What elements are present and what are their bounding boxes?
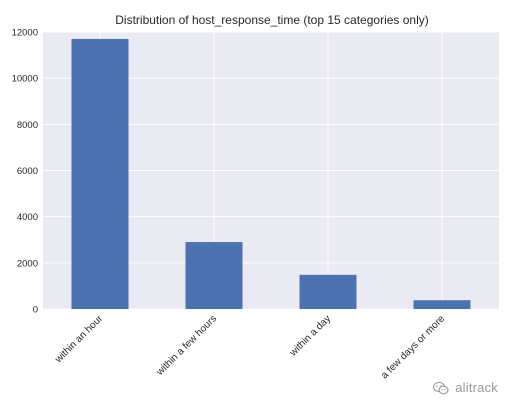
wechat-icon xyxy=(433,381,449,394)
x-tick-label: within a few hours xyxy=(154,313,219,378)
y-tick-label: 4000 xyxy=(17,212,38,223)
bars xyxy=(71,38,471,310)
bar xyxy=(413,300,471,309)
bar xyxy=(185,242,243,309)
y-tick-label: 12000 xyxy=(12,28,38,39)
x-tick-label: within a day xyxy=(287,313,333,359)
x-tick-label: a few days or more xyxy=(379,313,447,381)
y-tick-label: 2000 xyxy=(17,258,38,269)
y-tick-label: 0 xyxy=(33,305,38,316)
bar xyxy=(71,38,129,310)
y-tick-label: 10000 xyxy=(12,74,38,85)
watermark-text: alitrack xyxy=(455,380,498,395)
chart-title: Distribution of host_response_time (top … xyxy=(115,13,429,27)
y-axis-ticks: 0 2000 4000 6000 8000 10000 12000 xyxy=(12,28,38,316)
x-tick-label: within an hour xyxy=(53,313,106,366)
y-tick-label: 6000 xyxy=(17,166,38,177)
bar xyxy=(299,274,357,309)
y-tick-label: 8000 xyxy=(17,120,38,131)
watermark: alitrack xyxy=(433,380,498,395)
x-axis-ticks: within an hour within a few hours within a… xyxy=(53,313,448,381)
